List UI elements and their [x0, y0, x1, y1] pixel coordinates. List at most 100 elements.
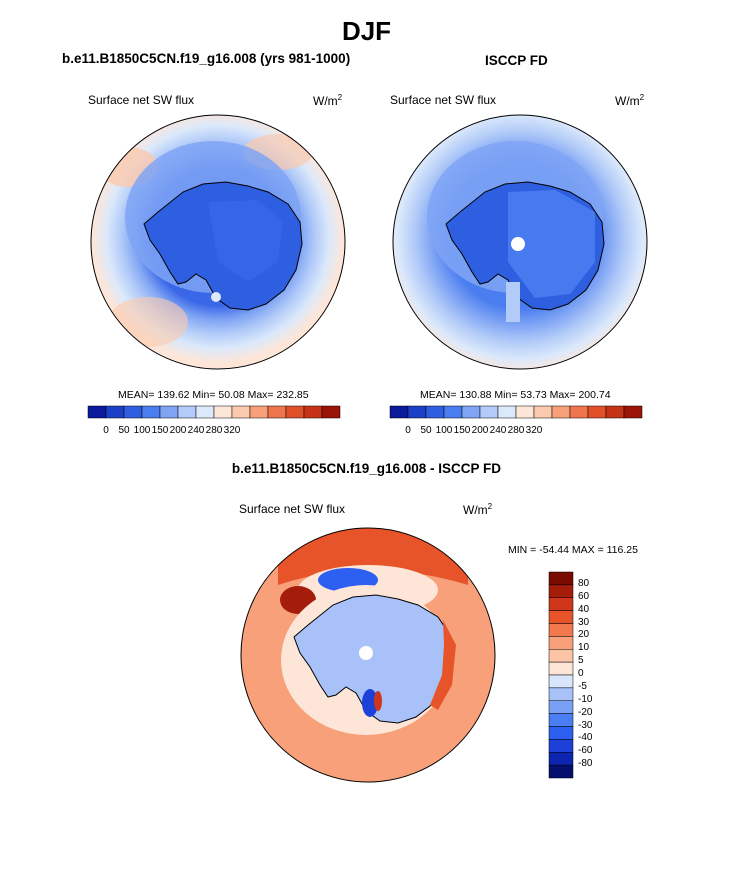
colorbar-tick-label: 40: [578, 603, 590, 615]
colorbar-tick-label: -10: [578, 693, 593, 705]
colorbar-swatch: [213, 405, 233, 419]
colorbar-tick-label: 50: [420, 425, 432, 436]
panel3-colorbar-ticks: 80 60 40 30 20 10 5 0 -5 -10 -20 -30 -40 -60 -80: [578, 572, 618, 778]
colorbar-swatch: [407, 405, 427, 419]
colorbar-tick-label: -5: [578, 680, 587, 692]
colorbar-swatch: [548, 687, 574, 701]
panel1-stats: MEAN= 139.62 Min= 50.08 Max= 232.85: [118, 389, 309, 401]
colorbar-swatch: [548, 584, 574, 598]
panel2-colorbar-ticks: 0 50 100 150 200 240 280 320: [390, 425, 642, 439]
colorbar-tick-label: 320: [223, 425, 241, 436]
colorbar-swatch: [548, 764, 574, 779]
panel1-colorbar: [87, 405, 341, 419]
colorbar-swatch: [285, 405, 305, 419]
colorbar-tick-label: 280: [205, 425, 223, 436]
colorbar-swatch: [123, 405, 143, 419]
colorbar-swatch: [105, 405, 125, 419]
panel3-coastal-positive: [430, 620, 456, 710]
panel3-polar-map: [240, 527, 496, 783]
colorbar-tick-label: -30: [578, 719, 593, 731]
colorbar-tick-label: 50: [118, 425, 130, 436]
colorbar-tick-label: 280: [507, 425, 525, 436]
panel1-plateau-shading: [208, 200, 283, 282]
colorbar-tick-label: 320: [525, 425, 543, 436]
colorbar-swatch: [548, 661, 574, 676]
panel1-variable-label: Surface net SW flux: [88, 93, 195, 107]
colorbar-tick-label: -40: [578, 732, 593, 744]
colorbar-swatch: [249, 405, 269, 419]
colorbar-tick-label: 80: [578, 577, 590, 589]
panel1-map-border: [90, 114, 346, 370]
colorbar-tick-label: -80: [578, 758, 593, 770]
colorbar-swatch: [443, 405, 463, 419]
panel2-map-border: [392, 114, 648, 370]
panel1-colorbar-ticks: 0 50 100 150 200 240 280 320: [88, 425, 340, 439]
colorbar-tick-label: 240: [187, 425, 205, 436]
panel3-antarctica-land: [293, 594, 453, 724]
colorbar-swatch: [548, 726, 574, 740]
panel2-variable-label: Surface net SW flux: [390, 93, 497, 107]
colorbar-swatch: [587, 405, 607, 419]
colorbar-swatch: [177, 405, 197, 419]
colorbar-tick-label: -20: [578, 706, 593, 718]
colorbar-tick-label: 200: [471, 425, 489, 436]
panel1-polar-map: [90, 114, 346, 370]
colorbar-swatch: [548, 636, 574, 650]
colorbar-swatch: [548, 700, 574, 714]
panel2-stats: MEAN= 130.88 Min= 53.73 Max= 200.74: [420, 389, 611, 401]
panel3-units: W/m2: [463, 502, 493, 517]
panel3-pole-hole: [359, 646, 373, 660]
colorbar-tick-label: -60: [578, 745, 593, 757]
colorbar-swatch: [533, 405, 553, 419]
colorbar-swatch: [141, 405, 161, 419]
colorbar-swatch: [231, 405, 251, 419]
colorbar-tick-label: 100: [435, 425, 453, 436]
colorbar-swatch: [515, 405, 535, 419]
colorbar-swatch: [321, 405, 341, 419]
colorbar-swatch: [548, 649, 574, 663]
colorbar-tick-label: 20: [578, 629, 590, 641]
panel3-stats: MIN = -54.44 MAX = 116.25: [508, 544, 638, 556]
colorbar-swatch: [159, 405, 179, 419]
panel2-colorbar: [389, 405, 643, 419]
colorbar-swatch: [569, 405, 589, 419]
colorbar-swatch: [425, 405, 445, 419]
colorbar-swatch: [497, 405, 517, 419]
colorbar-tick-label: 200: [169, 425, 187, 436]
colorbar-tick-label: 0: [103, 425, 109, 436]
colorbar-tick-label: 5: [578, 655, 584, 667]
panel2-polar-map: [392, 114, 648, 370]
panel2-pole-hole: [511, 237, 525, 251]
colorbar-tick-label: 0: [405, 425, 411, 436]
panel2-plateau-shading: [508, 190, 595, 298]
colorbar-swatch: [623, 405, 643, 419]
colorbar-swatch: [461, 405, 481, 419]
colorbar-swatch: [267, 405, 287, 419]
colorbar-tick-label: 60: [578, 590, 590, 602]
colorbar-swatch: [195, 405, 215, 419]
panel3-variable-label: Surface net SW flux: [239, 502, 346, 516]
panel3-title: b.e11.B1850C5CN.f19_g16.008 - ISCCP FD: [231, 461, 502, 476]
panel1-units: W/m2: [313, 93, 343, 108]
panel2-units: W/m2: [615, 93, 645, 108]
colorbar-swatch: [548, 571, 574, 586]
panel3-colorbar: [548, 571, 574, 779]
colorbar-swatch: [303, 405, 323, 419]
panel1-title: b.e11.B1850C5CN.f19_g16.008 (yrs 981-100…: [62, 51, 351, 66]
panel3-map-border: [240, 527, 496, 783]
colorbar-tick-label: 240: [489, 425, 507, 436]
panel3-positive-patch: [374, 691, 382, 711]
colorbar-tick-label: 150: [453, 425, 471, 436]
colorbar-swatch: [551, 405, 571, 419]
colorbar-swatch: [548, 739, 574, 753]
colorbar-tick-label: 0: [578, 668, 584, 679]
season-title: DJF: [341, 16, 392, 46]
colorbar-swatch: [548, 674, 574, 689]
panel3-negative-patch: [362, 689, 378, 717]
panel1-pole-hole: [211, 292, 221, 302]
colorbar-swatch: [87, 405, 107, 419]
panel2-title: ISCCP FD: [485, 53, 548, 68]
panel2-data-stripe: [506, 282, 520, 322]
colorbar-swatch: [389, 405, 409, 419]
colorbar-swatch: [548, 752, 574, 766]
